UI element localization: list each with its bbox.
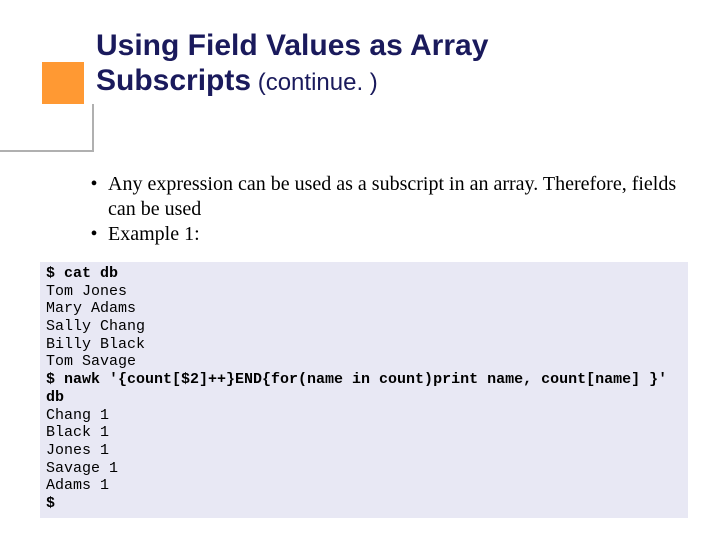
bullet-item: • Any expression can be used as a subscr… xyxy=(80,172,700,222)
decor-line-vertical xyxy=(92,104,94,152)
bullet-marker: • xyxy=(80,172,108,222)
slide-header: Using Field Values as Array Subscripts (… xyxy=(0,0,720,160)
bullet-marker: • xyxy=(80,222,108,247)
bullet-text: Any expression can be used as a subscrip… xyxy=(108,172,700,222)
code-line: Chang 1 xyxy=(46,407,682,425)
code-line: Black 1 xyxy=(46,424,682,442)
code-line: Jones 1 xyxy=(46,442,682,460)
title-line-2-rest: (continue. ) xyxy=(251,69,378,96)
slide-title: Using Field Values as Array Subscripts (… xyxy=(96,28,696,99)
code-line: $ xyxy=(46,495,682,513)
code-example: $ cat db Tom Jones Mary Adams Sally Chan… xyxy=(40,262,688,518)
title-line-2-bold: Subscripts xyxy=(96,64,251,97)
decor-line-horizontal xyxy=(0,150,92,152)
accent-square xyxy=(42,62,84,104)
title-line-1: Using Field Values as Array xyxy=(96,28,696,63)
code-line: $ cat db xyxy=(46,265,682,283)
bullet-list: • Any expression can be used as a subscr… xyxy=(80,172,700,247)
code-line: Sally Chang xyxy=(46,318,682,336)
code-line: Tom Savage xyxy=(46,353,682,371)
code-line: Adams 1 xyxy=(46,477,682,495)
title-line-2: Subscripts (continue. ) xyxy=(96,63,696,98)
code-line: Tom Jones xyxy=(46,283,682,301)
code-line: Savage 1 xyxy=(46,460,682,478)
code-line: $ nawk '{count[$2]++}END{for(name in cou… xyxy=(46,371,682,406)
code-line: Mary Adams xyxy=(46,300,682,318)
bullet-text: Example 1: xyxy=(108,222,700,247)
code-line: Billy Black xyxy=(46,336,682,354)
bullet-item: • Example 1: xyxy=(80,222,700,247)
